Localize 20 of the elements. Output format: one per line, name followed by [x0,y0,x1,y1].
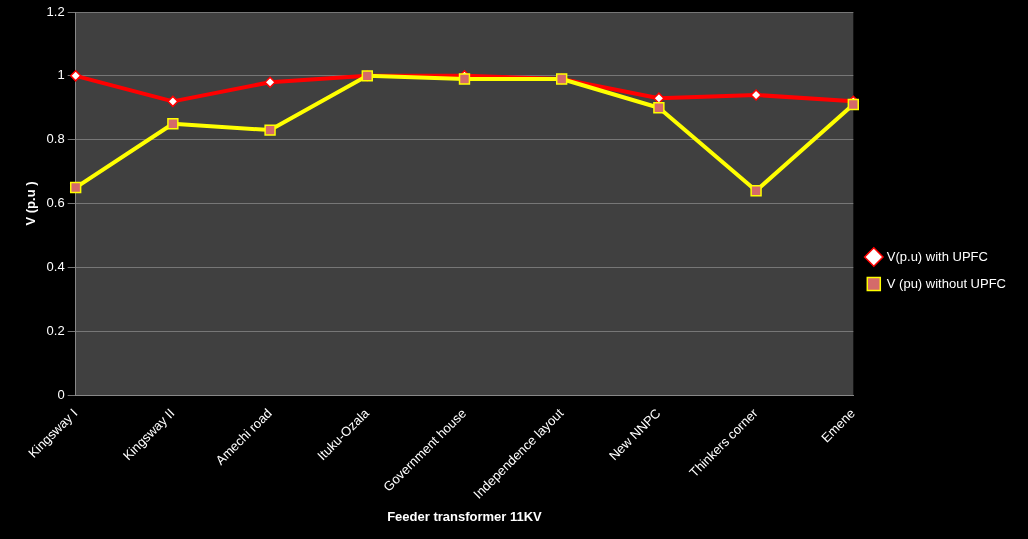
y-tick-label: 1 [57,67,65,83]
point [167,118,179,130]
point [750,89,762,101]
point [750,185,762,197]
point [653,102,665,114]
y-tick-label: 0.4 [46,258,65,274]
x-axis-title: Feeder transformer 11KV [387,508,543,524]
point [264,124,276,136]
y-tick-label: 0.2 [46,322,65,338]
y-tick-label: 1.2 [46,3,65,19]
point [167,95,179,108]
legend-label: V (pu) without UPFC [886,275,1006,291]
point [69,181,82,194]
y-tick-label: 0 [57,386,65,402]
legend-label: V(p.u) with UPFC [886,248,988,264]
y-axis-title: V (p.u ) [23,181,39,226]
y-tick-label: 0.8 [46,131,65,147]
y-tick-label: 0.6 [46,195,65,211]
point [458,73,471,85]
point [264,76,276,88]
